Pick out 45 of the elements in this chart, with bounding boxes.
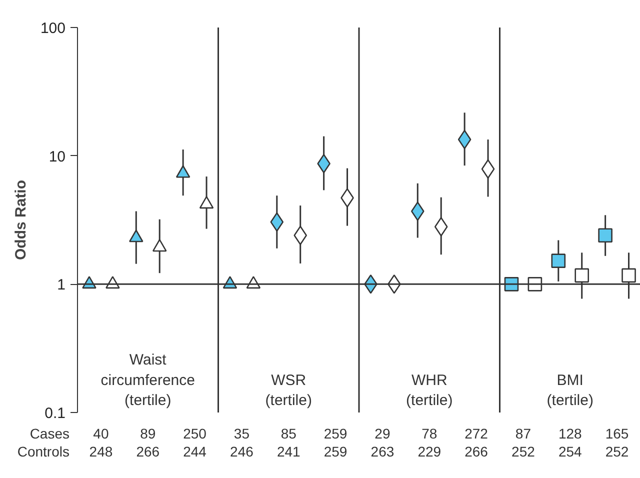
text: 87 bbox=[515, 426, 532, 442]
annotation: Waist circumference (tertile) bbox=[100, 351, 195, 410]
point bbox=[598, 228, 612, 243]
text: 89 bbox=[140, 426, 156, 442]
text: 272 bbox=[464, 426, 488, 442]
text: 35 bbox=[234, 426, 250, 442]
text: 259 bbox=[324, 444, 348, 460]
text: 252 bbox=[512, 444, 536, 460]
point bbox=[551, 254, 566, 268]
text: 229 bbox=[418, 444, 442, 460]
text: 259 bbox=[324, 426, 348, 442]
y-tick-label: 100 bbox=[40, 20, 66, 37]
text: 85 bbox=[280, 426, 297, 442]
annotation: WHR (tertile) bbox=[406, 372, 453, 410]
point bbox=[622, 268, 636, 283]
point bbox=[574, 268, 590, 283]
point bbox=[294, 226, 308, 246]
text: 29 bbox=[374, 426, 390, 442]
point bbox=[410, 202, 424, 221]
text: 254 bbox=[558, 444, 582, 460]
text: 263 bbox=[370, 444, 394, 460]
text: Controls bbox=[17, 444, 70, 460]
text: 78 bbox=[422, 426, 438, 442]
point bbox=[458, 130, 472, 150]
y-axis-title: Odds Ratio bbox=[12, 180, 30, 260]
text: 266 bbox=[464, 444, 488, 460]
annotation: WSR (tertile) bbox=[265, 372, 312, 410]
text: 266 bbox=[136, 444, 160, 460]
point bbox=[434, 217, 448, 236]
text: 165 bbox=[605, 426, 629, 442]
text: 40 bbox=[93, 426, 109, 442]
y-tick-label: 0.1 bbox=[44, 405, 66, 422]
text: 241 bbox=[276, 444, 301, 460]
point bbox=[481, 159, 495, 179]
annotation: BMI (tertile) bbox=[546, 372, 594, 410]
text: 248 bbox=[89, 444, 113, 460]
text: Cases bbox=[30, 426, 70, 442]
point bbox=[270, 212, 284, 232]
text: 252 bbox=[605, 444, 629, 460]
text: 244 bbox=[183, 444, 207, 460]
text: 250 bbox=[183, 426, 207, 442]
y-tick-label: 10 bbox=[48, 148, 66, 166]
text: 246 bbox=[230, 444, 254, 460]
y-tick-label: 1 bbox=[57, 276, 66, 294]
text: 128 bbox=[558, 426, 582, 442]
